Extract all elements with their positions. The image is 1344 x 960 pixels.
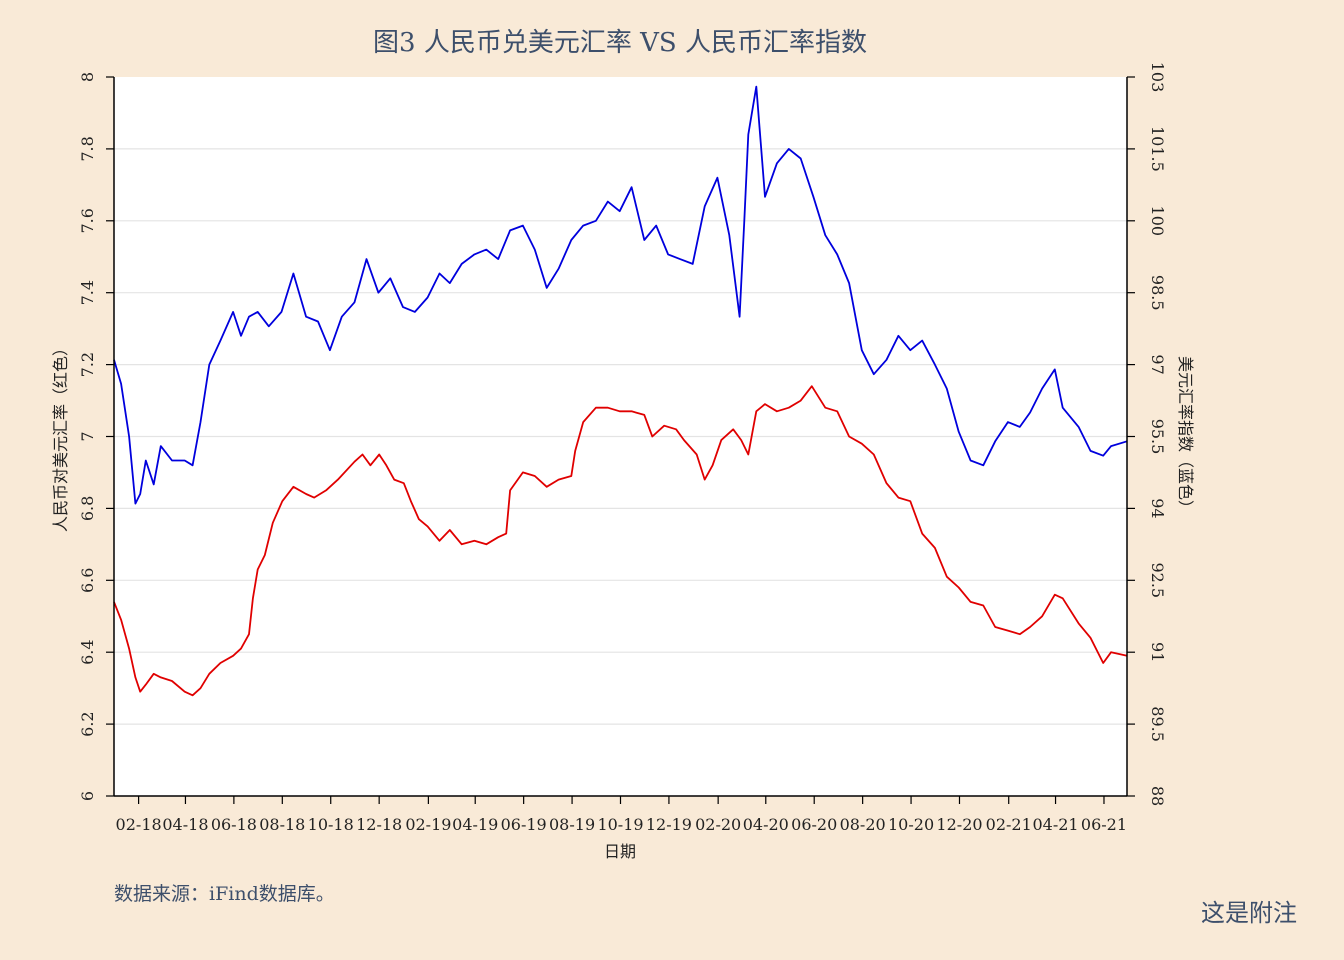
right-tick-label: 98.5 <box>1148 275 1167 311</box>
x-tick-label: 10-19 <box>597 815 643 834</box>
series-layer <box>113 85 1128 697</box>
red-series-line <box>113 385 1128 697</box>
left-tick-label: 6.2 <box>78 711 97 736</box>
x-tick-label: 08-19 <box>549 815 595 834</box>
x-tick-label: 12-20 <box>936 815 982 834</box>
left-axis-ticks: 6 6.2 6.4 6.6 6.8 7 7.2 7.4 7.6 7.8 8 <box>78 72 114 801</box>
x-axis-ticks: 02-18 04-18 06-18 08-18 10-18 12-18 02-19 04-19… <box>116 796 1127 834</box>
x-tick-label: 04-18 <box>162 815 208 834</box>
x-tick-label: 12-19 <box>646 815 692 834</box>
right-tick-label: 88 <box>1148 786 1167 806</box>
chart-title: 图3 人民币兑美元汇率 VS 人民币汇率指数 <box>373 28 867 58</box>
right-axis-title: 美元汇率指数（蓝色） <box>1176 356 1195 516</box>
left-tick-label: 6 <box>78 791 97 801</box>
x-tick-label: 10-20 <box>888 815 934 834</box>
left-tick-label: 8 <box>78 72 97 82</box>
left-tick-label: 7.4 <box>78 280 97 305</box>
left-tick-label: 7.8 <box>78 136 97 161</box>
right-tick-label: 94 <box>1148 498 1167 518</box>
x-tick-label: 10-18 <box>308 815 354 834</box>
x-tick-label: 06-21 <box>1081 815 1127 834</box>
x-axis-title: 日期 <box>604 842 636 861</box>
right-tick-label: 95.5 <box>1148 419 1167 455</box>
left-tick-label: 6.8 <box>78 496 97 521</box>
footnote: 这是附注 <box>1201 899 1297 927</box>
left-tick-label: 7.6 <box>78 208 97 233</box>
gridlines <box>114 148 1127 725</box>
right-tick-label: 89.5 <box>1148 706 1167 742</box>
left-tick-label: 6.6 <box>78 568 97 593</box>
x-tick-label: 04-19 <box>452 815 498 834</box>
x-tick-label: 02-19 <box>405 815 451 834</box>
x-tick-label: 02-21 <box>986 815 1032 834</box>
right-tick-label: 103 <box>1148 62 1167 93</box>
right-tick-label: 91 <box>1148 642 1167 662</box>
x-tick-label: 08-20 <box>840 815 886 834</box>
x-tick-label: 02-18 <box>116 815 162 834</box>
left-tick-label: 7.2 <box>78 352 97 377</box>
source-note: 数据来源：iFind数据库。 <box>114 883 335 905</box>
left-tick-label: 7 <box>78 431 97 441</box>
blue-series-line <box>113 85 1128 505</box>
x-tick-label: 12-18 <box>356 815 402 834</box>
right-axis-ticks: 88 89.5 91 92.5 94 95.5 97 98.5 100 101.5 103 <box>1127 62 1167 806</box>
x-tick-label: 06-19 <box>501 815 547 834</box>
x-tick-label: 04-21 <box>1032 815 1078 834</box>
right-tick-label: 101.5 <box>1148 126 1167 172</box>
x-tick-label: 06-20 <box>791 815 837 834</box>
x-tick-label: 02-20 <box>695 815 741 834</box>
left-tick-label: 6.4 <box>78 639 97 664</box>
right-tick-label: 100 <box>1148 206 1167 237</box>
x-tick-label: 08-18 <box>259 815 305 834</box>
right-tick-label: 97 <box>1148 354 1167 374</box>
x-tick-label: 04-20 <box>743 815 789 834</box>
left-axis-title: 人民币对美元汇率（红色） <box>51 340 70 532</box>
right-tick-label: 92.5 <box>1148 562 1167 598</box>
x-tick-label: 06-18 <box>211 815 257 834</box>
